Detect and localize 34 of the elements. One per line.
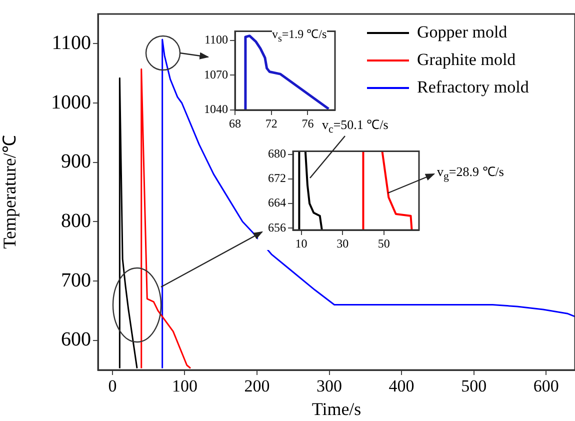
x-tick-label: 50 <box>378 236 390 250</box>
y-tick-label: 656 <box>268 220 286 234</box>
x-tick-label: 600 <box>533 376 559 396</box>
y-tick-label: 800 <box>61 210 91 232</box>
y-tick-label: 664 <box>268 196 286 210</box>
legend-label: Refractory mold <box>417 77 530 96</box>
x-tick-label: 400 <box>388 376 414 396</box>
y-tick-label: 1040 <box>204 102 228 116</box>
y-tick-label: 680 <box>268 146 286 160</box>
annotation: v$_{g}$=28.9 ℃/s <box>437 164 504 184</box>
annotation: v$_{c}$=50.1 ℃/s <box>322 117 388 136</box>
y-tick-label: 1000 <box>51 91 91 114</box>
annotation: v$_{s}$=1.9 ℃/s <box>272 27 327 44</box>
x-tick-label: 72 <box>265 116 278 130</box>
x-tick-label: 500 <box>461 376 487 396</box>
x-tick-label: 200 <box>244 376 270 396</box>
y-tick-label: 1100 <box>52 32 91 54</box>
y-tick-label: 700 <box>61 269 91 292</box>
x-tick-label: 68 <box>229 116 241 130</box>
y-tick-label: 600 <box>61 328 91 351</box>
y-tick-label: 1100 <box>204 32 228 47</box>
x-axis-title: Time/s <box>312 398 362 419</box>
y-axis-title: Temperature/℃ <box>0 135 20 249</box>
x-tick-label: 30 <box>336 236 349 250</box>
legend-label: Gopper mold <box>417 22 508 42</box>
y-tick-label: 1070 <box>204 67 228 82</box>
x-tick-label: 10 <box>295 236 308 250</box>
x-tick-label: 76 <box>302 116 314 130</box>
x-tick-label: 0 <box>108 376 117 396</box>
y-tick-label: 900 <box>61 150 91 173</box>
x-tick-label: 300 <box>316 376 342 396</box>
x-tick-label: 100 <box>172 376 198 396</box>
y-tick-label: 672 <box>268 171 286 186</box>
legend-label: Graphite mold <box>417 50 516 69</box>
